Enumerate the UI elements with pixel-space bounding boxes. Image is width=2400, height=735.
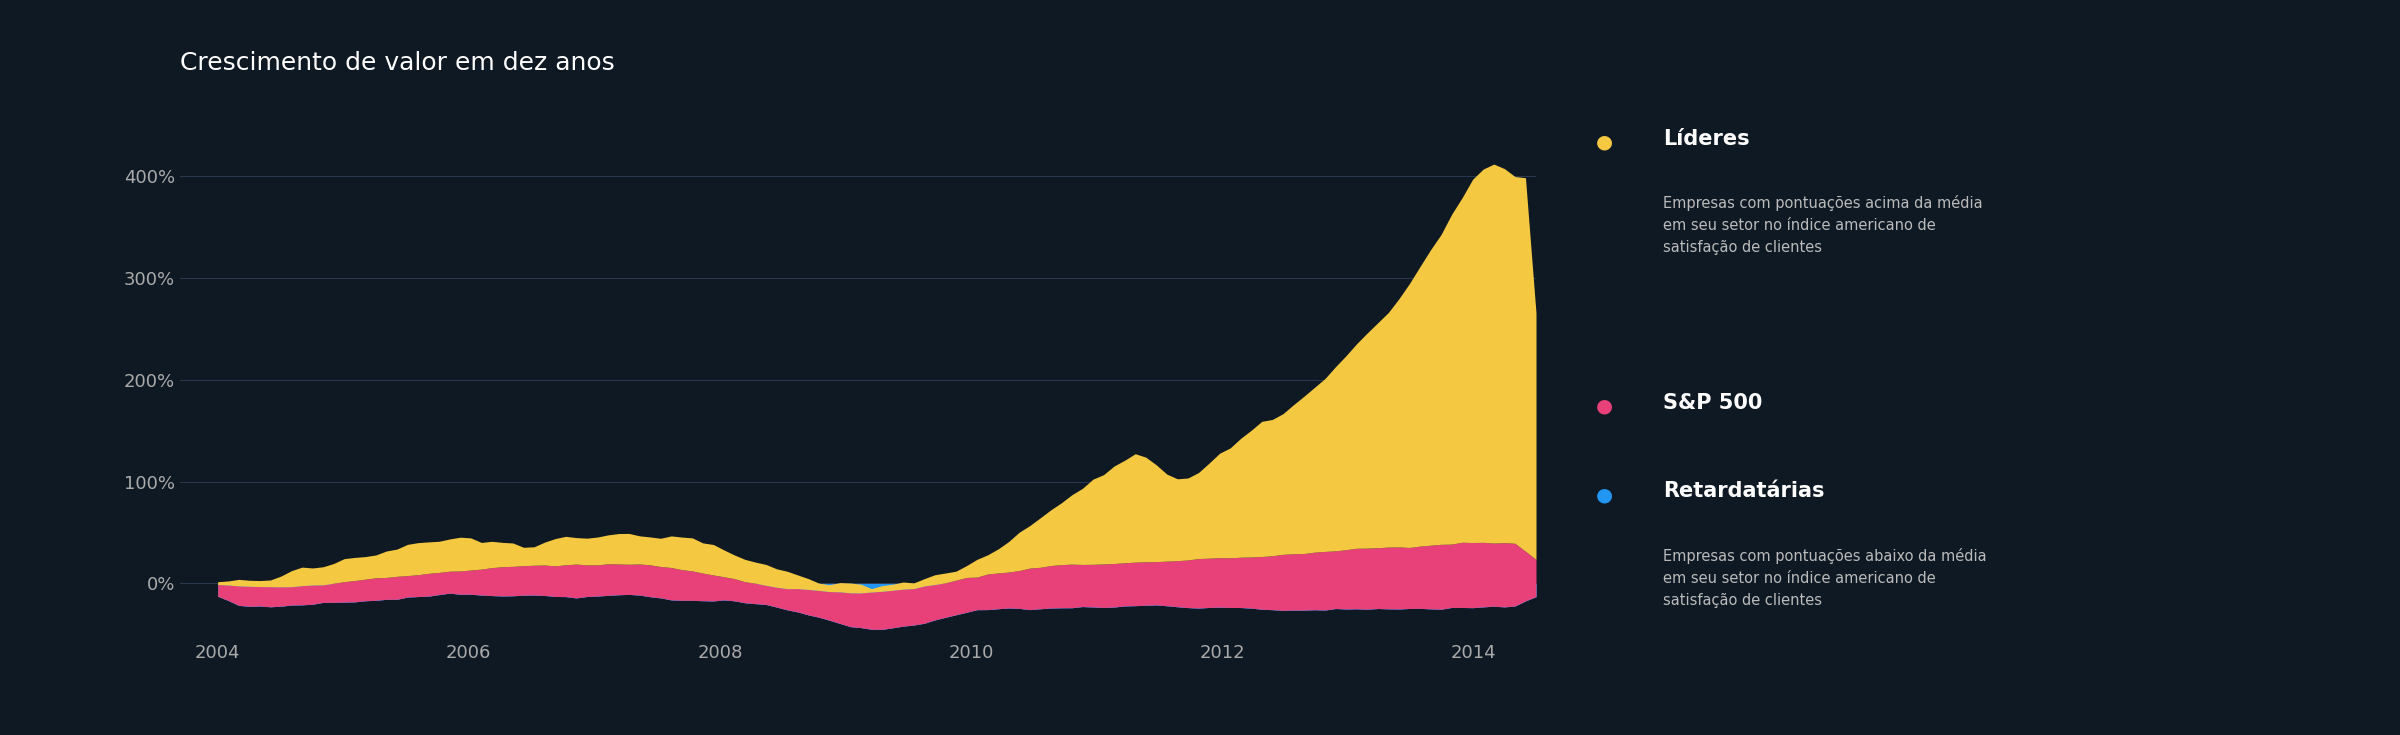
Text: S&P 500: S&P 500 xyxy=(1663,393,1762,413)
Text: Empresas com pontuações acima da média
em seu setor no índice americano de
satis: Empresas com pontuações acima da média e… xyxy=(1663,195,1982,255)
Text: Empresas com pontuações abaixo da média
em seu setor no índice americano de
sati: Empresas com pontuações abaixo da média … xyxy=(1663,548,1987,608)
Text: Líderes: Líderes xyxy=(1663,129,1750,148)
Text: Retardatárias: Retardatárias xyxy=(1663,481,1824,501)
Text: ●: ● xyxy=(1596,132,1613,151)
Text: ●: ● xyxy=(1596,485,1613,504)
Text: Crescimento de valor em dez anos: Crescimento de valor em dez anos xyxy=(180,51,614,76)
Text: ●: ● xyxy=(1596,397,1613,416)
